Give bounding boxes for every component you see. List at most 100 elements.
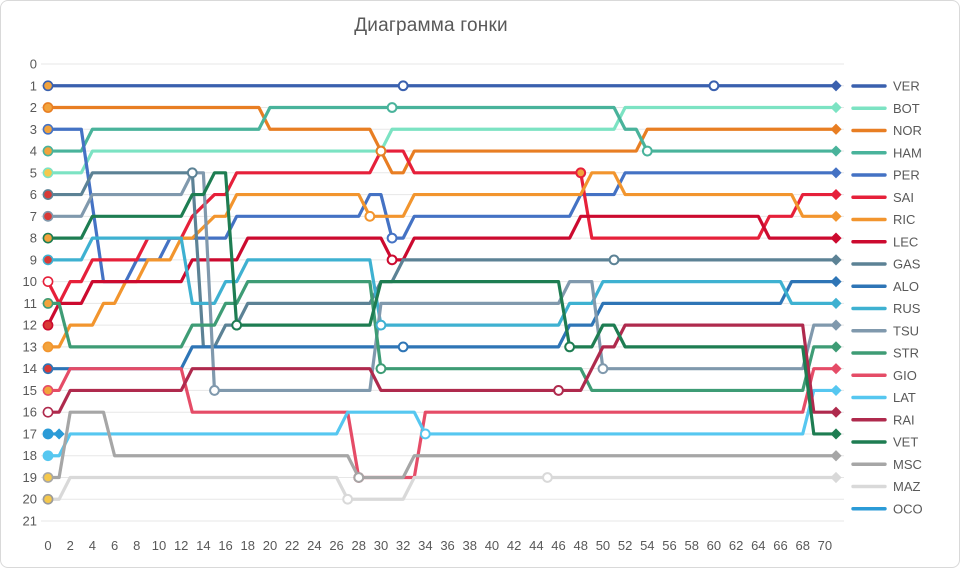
legend-label-STR: STR	[893, 346, 919, 361]
legend-label-TSU: TSU	[893, 323, 919, 338]
start-marker-PER	[42, 123, 54, 135]
finish-marker-TSU	[830, 319, 842, 331]
legend-label-VER: VER	[893, 79, 920, 94]
y-axis-tick-label: 17	[23, 426, 37, 441]
pit-marker-RUS	[375, 319, 387, 331]
y-axis-tick-label: 13	[23, 339, 37, 354]
x-axis-tick-label: 20	[263, 538, 277, 553]
legend-item-MSC: MSC	[851, 457, 922, 472]
finish-marker-VER	[830, 80, 842, 92]
line-STR	[46, 280, 838, 393]
legend-item-STR: STR	[851, 346, 919, 361]
legend-item-BOT: BOT	[851, 101, 920, 116]
legend-label-VET: VET	[893, 435, 918, 450]
pit-marker-MSC	[353, 472, 365, 483]
x-axis-tick-label: 22	[285, 538, 299, 553]
pit-marker-LAT	[419, 428, 431, 440]
finish-marker-RUS	[830, 297, 842, 309]
finish-marker-VET	[830, 428, 842, 440]
x-axis-tick-label: 10	[152, 538, 166, 553]
legend-item-NOR: NOR	[851, 123, 922, 138]
chart-title: Диаграмма гонки	[354, 15, 508, 36]
x-axis-tick-label: 40	[485, 538, 499, 553]
legend-label-SAI: SAI	[893, 190, 914, 205]
pit-marker-LEC	[386, 254, 398, 266]
x-axis-tick-label: 28	[352, 538, 366, 553]
pit-marker-TSU	[597, 363, 609, 375]
x-axis-tick-label: 24	[307, 538, 321, 553]
line-TSU	[46, 171, 838, 393]
x-axis-tick-label: 56	[662, 538, 676, 553]
x-axis-tick-label: 2	[67, 538, 74, 553]
y-axis-tick-label: 18	[23, 448, 37, 463]
y-axis-tick-label: 15	[23, 383, 37, 398]
legend-item-RIC: RIC	[851, 212, 915, 227]
x-axis-tick-label: 36	[440, 538, 454, 553]
finish-marker-NOR	[830, 123, 842, 135]
legend-item-RAI: RAI	[851, 412, 915, 427]
legend-label-RIC: RIC	[893, 212, 915, 227]
legend-label-RUS: RUS	[893, 301, 921, 316]
line-MSC	[46, 410, 838, 480]
start-marker-SAI	[42, 276, 54, 288]
pit-marker-NOR	[375, 145, 387, 157]
x-axis-tick-label: 48	[573, 538, 587, 553]
y-axis-tick-label: 2	[30, 100, 37, 115]
start-marker-RAI	[42, 406, 54, 418]
pit-marker-RAI	[553, 385, 564, 396]
x-axis-tick-label: 8	[133, 538, 140, 553]
legend-item-SAI: SAI	[851, 190, 914, 205]
pit-marker-VET	[564, 341, 576, 353]
pit-marker-VER	[708, 80, 720, 92]
start-marker-LAT	[42, 450, 54, 462]
y-axis-tick-label: 5	[30, 165, 37, 180]
line-BOT	[46, 105, 838, 175]
line-SAI	[46, 149, 838, 305]
start-marker-VER	[42, 80, 54, 92]
x-axis-tick-label: 68	[795, 538, 809, 553]
x-axis-tick-label: 30	[374, 538, 388, 553]
legend-item-HAM: HAM	[851, 145, 922, 160]
finish-marker-PER	[830, 167, 842, 179]
start-marker-STR	[42, 297, 54, 309]
pit-marker-HAM	[641, 145, 653, 157]
y-axis-tick-label: 7	[30, 209, 37, 224]
x-axis-tick-label: 16	[218, 538, 232, 553]
pit-marker-GAS	[608, 254, 620, 266]
x-axis-tick-label: 26	[329, 538, 343, 553]
finish-marker-RIC	[830, 210, 842, 222]
pit-marker-VER	[397, 80, 409, 92]
y-axis-tick-label: 9	[30, 252, 37, 267]
x-axis-tick-label: 62	[729, 538, 743, 553]
legend-label-LEC: LEC	[893, 234, 918, 249]
dnf-marker-OCO	[53, 428, 65, 440]
y-axis-tick-label: 0	[30, 57, 37, 72]
legend-item-GIO: GIO	[851, 368, 917, 383]
legend-item-GAS: GAS	[851, 257, 921, 272]
x-axis-tick-label: 44	[529, 538, 543, 553]
finish-marker-BOT	[830, 101, 842, 114]
y-axis-tick-label: 20	[23, 492, 37, 507]
finish-marker-HAM	[830, 145, 842, 157]
legend-label-BOT: BOT	[893, 101, 920, 116]
line-RUS	[46, 236, 838, 327]
start-marker-LEC	[42, 319, 54, 331]
start-marker-GIO	[42, 385, 54, 396]
pit-marker-MAZ	[542, 472, 553, 483]
pit-marker-MAZ	[342, 493, 354, 505]
legend-item-RUS: RUS	[851, 301, 921, 316]
y-axis-tick-label: 6	[30, 187, 37, 202]
x-axis-tick-label: 14	[196, 538, 210, 553]
start-marker-MAZ	[42, 493, 54, 505]
x-axis-tick-label: 66	[773, 538, 787, 553]
legend-item-LEC: LEC	[851, 234, 918, 249]
line-VET	[46, 171, 838, 436]
y-axis-tick-label: 14	[23, 361, 37, 376]
x-axis-tick-label: 12	[174, 538, 188, 553]
start-marker-BOT	[42, 167, 54, 179]
finish-marker-MAZ	[830, 471, 842, 484]
legend-label-OCO: OCO	[893, 501, 923, 516]
x-axis-tick-label: 46	[551, 538, 565, 553]
